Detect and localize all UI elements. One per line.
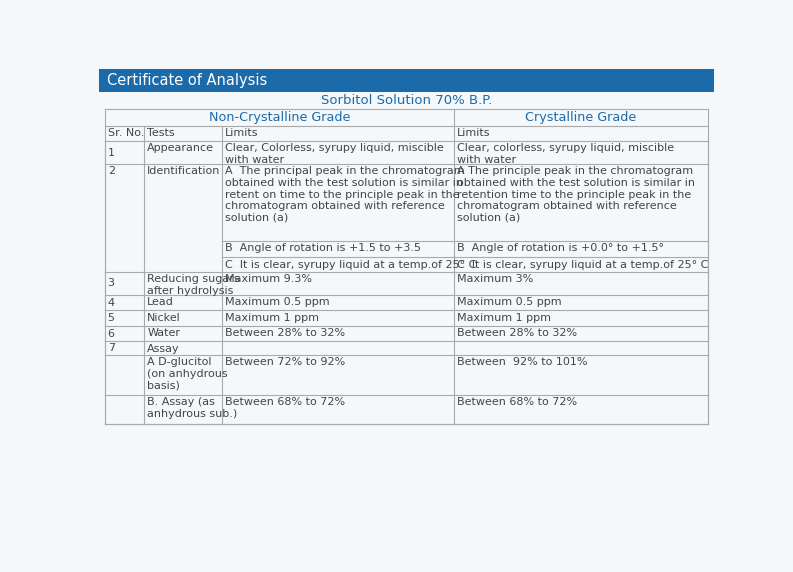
Text: Limits: Limits <box>224 128 259 138</box>
Text: Maximum 1 ppm: Maximum 1 ppm <box>224 313 319 323</box>
Text: Nickel: Nickel <box>147 313 181 323</box>
Text: 6: 6 <box>108 328 115 339</box>
Text: Between 72% to 92%: Between 72% to 92% <box>224 358 345 367</box>
Text: Sorbitol Solution 70% B.P.: Sorbitol Solution 70% B.P. <box>321 94 492 107</box>
Text: Non-Crystalline Grade: Non-Crystalline Grade <box>209 110 351 124</box>
Text: 4: 4 <box>108 297 115 308</box>
Text: Certificate of Analysis: Certificate of Analysis <box>107 73 267 88</box>
Bar <box>99 69 714 92</box>
Text: Limits: Limits <box>458 128 491 138</box>
Text: 5: 5 <box>108 313 115 323</box>
Text: Lead: Lead <box>147 297 174 307</box>
Text: B. Assay (as
anhydrous sub.): B. Assay (as anhydrous sub.) <box>147 398 237 419</box>
Text: Appearance: Appearance <box>147 144 214 153</box>
Text: Water: Water <box>147 328 180 338</box>
Text: C  It is clear, syrupy liquid at a temp.of 25° C: C It is clear, syrupy liquid at a temp.o… <box>224 260 476 269</box>
Text: Between 28% to 32%: Between 28% to 32% <box>458 328 577 338</box>
Text: 3: 3 <box>108 279 115 288</box>
Text: Crystalline Grade: Crystalline Grade <box>525 110 637 124</box>
Text: B  Angle of rotation is +0.0° to +1.5°: B Angle of rotation is +0.0° to +1.5° <box>458 244 665 253</box>
Text: 2: 2 <box>108 166 115 176</box>
Text: Maximum 0.5 ppm: Maximum 0.5 ppm <box>458 297 561 307</box>
Text: Between 28% to 32%: Between 28% to 32% <box>224 328 345 338</box>
Text: Between  92% to 101%: Between 92% to 101% <box>458 358 588 367</box>
Text: Clear, colorless, syrupy liquid, miscible
with water: Clear, colorless, syrupy liquid, miscibl… <box>458 144 674 165</box>
Text: C  It is clear, syrupy liquid at a temp.of 25° C: C It is clear, syrupy liquid at a temp.o… <box>458 260 709 269</box>
Text: Identification: Identification <box>147 166 220 176</box>
Text: Assay: Assay <box>147 344 180 353</box>
Text: A  The principal peak in the chromatogram
obtained with the test solution is sim: A The principal peak in the chromatogram… <box>224 166 464 223</box>
Text: Clear, Colorless, syrupy liquid, miscible
with water: Clear, Colorless, syrupy liquid, miscibl… <box>224 144 443 165</box>
Text: Reducing sugars
after hydrolysis: Reducing sugars after hydrolysis <box>147 274 239 296</box>
Text: Maximum 1 ppm: Maximum 1 ppm <box>458 313 551 323</box>
Text: Between 68% to 72%: Between 68% to 72% <box>458 398 577 407</box>
Text: Sr. No.: Sr. No. <box>108 128 144 138</box>
Text: 7: 7 <box>108 343 115 353</box>
Text: A D-glucitol
(on anhydrous
basis): A D-glucitol (on anhydrous basis) <box>147 358 228 391</box>
Text: A The principle peak in the chromatogram
obtained with the test solution is simi: A The principle peak in the chromatogram… <box>458 166 695 223</box>
Text: B  Angle of rotation is +1.5 to +3.5: B Angle of rotation is +1.5 to +3.5 <box>224 244 420 253</box>
Text: Maximum 0.5 ppm: Maximum 0.5 ppm <box>224 297 329 307</box>
Text: Maximum 3%: Maximum 3% <box>458 274 534 284</box>
Text: Tests: Tests <box>147 128 174 138</box>
Text: 1: 1 <box>108 148 115 157</box>
Text: Maximum 9.3%: Maximum 9.3% <box>224 274 312 284</box>
Text: Between 68% to 72%: Between 68% to 72% <box>224 398 345 407</box>
